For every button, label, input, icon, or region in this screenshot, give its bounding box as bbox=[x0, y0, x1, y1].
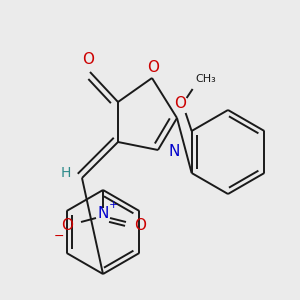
Text: O: O bbox=[61, 218, 73, 233]
Text: +: + bbox=[108, 200, 118, 210]
Text: −: − bbox=[54, 230, 64, 242]
Text: O: O bbox=[134, 218, 146, 233]
Text: O: O bbox=[82, 52, 94, 68]
Text: N: N bbox=[168, 145, 180, 160]
Text: O: O bbox=[174, 95, 186, 110]
Text: N: N bbox=[97, 206, 109, 221]
Text: O: O bbox=[147, 59, 159, 74]
Text: CH₃: CH₃ bbox=[195, 74, 216, 84]
Text: H: H bbox=[61, 166, 71, 180]
